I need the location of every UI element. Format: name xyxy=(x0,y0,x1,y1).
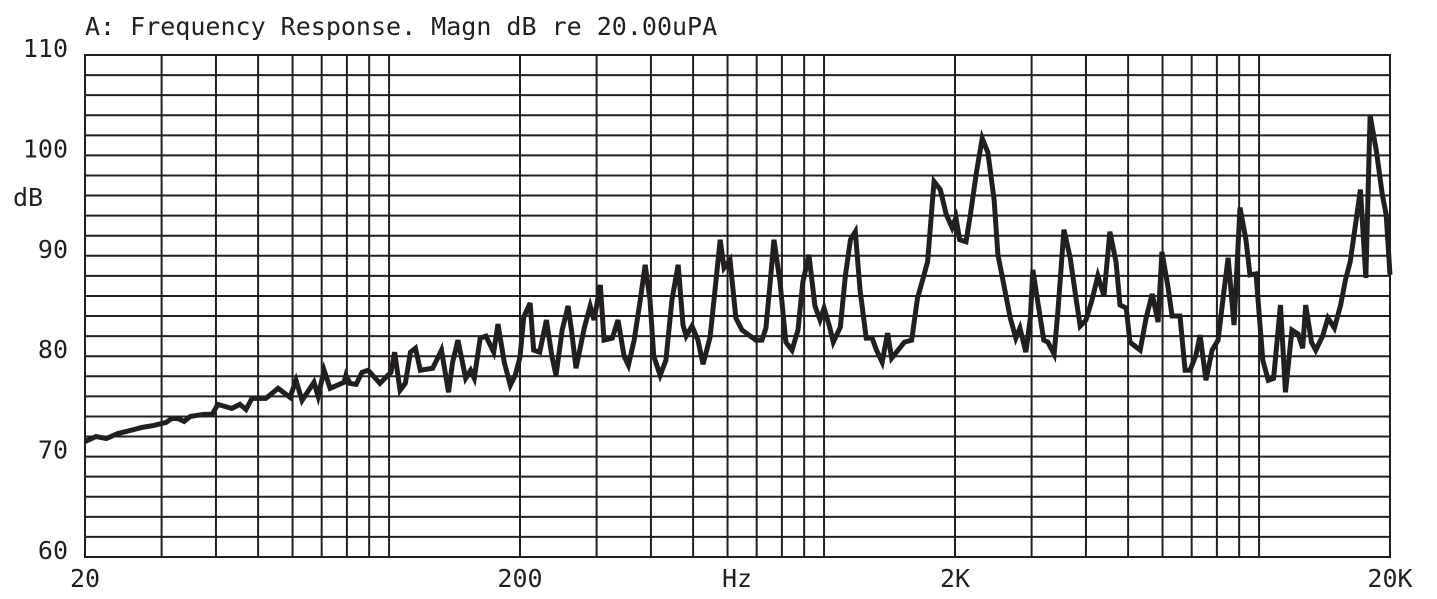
y-tick-label: 60 xyxy=(38,536,68,565)
y-tick-label: 110 xyxy=(23,34,68,63)
x-tick-label: 20 xyxy=(70,564,100,593)
x-tick-label: 200 xyxy=(497,564,542,593)
response-line xyxy=(83,114,1393,444)
y-tick-label: 70 xyxy=(38,436,68,465)
x-tick-label: 2K xyxy=(940,564,970,593)
y-tick-label: 80 xyxy=(38,335,68,364)
x-axis-label: Hz xyxy=(722,564,752,593)
y-tick-label: 90 xyxy=(38,235,68,264)
plot-frame xyxy=(84,54,1391,558)
y-tick-label: 100 xyxy=(23,134,68,163)
chart-title: A: Frequency Response. Magn dB re 20.00u… xyxy=(85,12,717,41)
y-axis-label: dB xyxy=(13,183,43,212)
x-tick-label: 20K xyxy=(1367,564,1412,593)
